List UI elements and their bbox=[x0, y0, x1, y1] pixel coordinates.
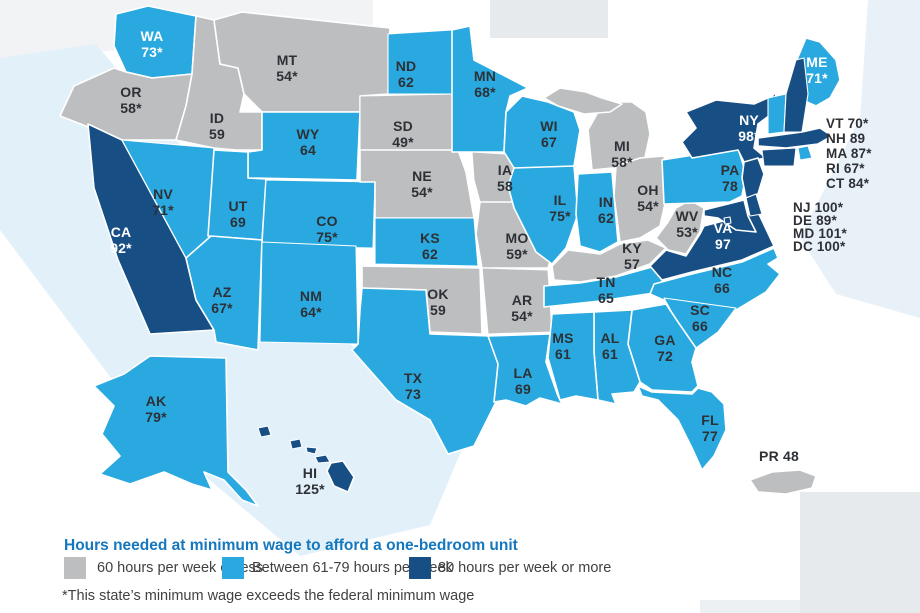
bg-top-center-block bbox=[490, 0, 608, 38]
state-oh bbox=[613, 155, 669, 243]
state-ct bbox=[761, 147, 797, 167]
state-nj bbox=[741, 157, 765, 199]
state-label-ky: KY 57 bbox=[622, 240, 642, 272]
state-label-ar: AR 54* bbox=[511, 292, 533, 324]
state-label-va: VA 97 bbox=[714, 220, 733, 252]
state-label-az: AZ 67* bbox=[211, 284, 233, 316]
state-hi-part1 bbox=[289, 438, 303, 450]
legend-title: Hours needed at minimum wage to afford a… bbox=[64, 537, 518, 554]
state-label-or: OR 58* bbox=[120, 84, 142, 116]
state-wi bbox=[503, 95, 581, 173]
state-mi-part1 bbox=[543, 87, 623, 115]
state-label-wy: WY 64 bbox=[297, 126, 320, 158]
state-label-oh: OH 54* bbox=[637, 182, 659, 214]
legend-swatch-gray bbox=[64, 557, 86, 579]
state-label-ok: OK 59 bbox=[427, 286, 448, 318]
bg-right-wedge bbox=[800, 0, 920, 318]
bg-bottom-right-block bbox=[800, 492, 920, 613]
state-label-ny: NY 98* bbox=[738, 112, 760, 144]
state-label-ms: MS 61 bbox=[552, 330, 573, 362]
state-la bbox=[487, 333, 563, 407]
state-ma bbox=[757, 127, 833, 149]
state-label-la: LA 69 bbox=[513, 365, 532, 397]
state-nh bbox=[783, 57, 809, 133]
state-label-ne: NE 54* bbox=[411, 168, 433, 200]
state-dc bbox=[723, 216, 732, 225]
map-footnote: *This state’s minimum wage exceeds the f… bbox=[62, 588, 475, 604]
state-label-al: AL 61 bbox=[600, 330, 619, 362]
state-label-tn: TN 65 bbox=[596, 274, 615, 306]
state-de bbox=[745, 193, 763, 217]
legend-swatch-light-blue bbox=[222, 557, 244, 579]
state-hi bbox=[257, 425, 272, 438]
state-label-ks: KS 62 bbox=[420, 230, 440, 262]
state-md bbox=[703, 199, 757, 233]
state-label-nv: NV 71* bbox=[152, 186, 174, 218]
state-label-hi: HI 125* bbox=[295, 465, 325, 497]
state-label-ca: CA 92* bbox=[110, 224, 132, 256]
state-ak bbox=[93, 355, 259, 507]
state-label-wv: WV 53* bbox=[676, 208, 699, 240]
state-ri bbox=[797, 145, 813, 161]
state-hi-part2 bbox=[305, 446, 318, 455]
legend-label-gray: 60 hours per week or less bbox=[97, 560, 264, 576]
state-label-mi: MI 58* bbox=[611, 138, 633, 170]
state-label-nd: ND 62 bbox=[396, 58, 417, 90]
legend-label-dark-blue: 80 hours per week or more bbox=[438, 560, 612, 576]
state-in bbox=[575, 171, 619, 253]
state-ks bbox=[374, 217, 479, 267]
state-label-ia: IA 58 bbox=[497, 162, 513, 194]
state-co bbox=[261, 179, 376, 249]
state-label-co: CO 75* bbox=[316, 213, 338, 245]
states-layer bbox=[59, 5, 841, 507]
state-label-sd: SD 49* bbox=[392, 118, 414, 150]
state-hi-part4 bbox=[326, 460, 355, 493]
labels-layer: WA 73* OR 58* CA 92* NV 71* ID 59 MT 54* WY 64 UT 69 CO 7… bbox=[110, 28, 872, 497]
state-vt bbox=[767, 93, 787, 135]
state-label-fl: FL 77 bbox=[701, 412, 719, 444]
state-label-ut: UT 69 bbox=[228, 198, 247, 230]
state-label-ak: AK 79* bbox=[145, 393, 167, 425]
state-label-wa: WA 73* bbox=[141, 28, 164, 60]
state-label-me: ME 71* bbox=[806, 54, 828, 86]
state-fl bbox=[637, 385, 727, 471]
legend-swatch-dark-blue bbox=[409, 557, 431, 579]
state-label-ga: GA 72 bbox=[654, 332, 675, 364]
state-ms bbox=[547, 311, 599, 401]
state-label-pa: PA 78 bbox=[721, 162, 740, 194]
state-label-nc: NC 66 bbox=[712, 264, 733, 296]
state-label-nm: NM 64* bbox=[300, 288, 322, 320]
side-labels-mid-atlantic: NJ 100* DE 89* MD 101* DC 100* bbox=[793, 200, 847, 254]
state-hi-part3 bbox=[314, 454, 331, 464]
state-ut bbox=[207, 149, 267, 241]
bg-bottom-strip bbox=[700, 600, 800, 613]
state-label-pr: PR 48 bbox=[759, 448, 799, 464]
state-label-il: IL 75* bbox=[549, 192, 571, 224]
state-label-mn: MN 68* bbox=[474, 68, 496, 100]
legend-label-light-blue: Between 61-79 hours per week bbox=[252, 560, 453, 576]
state-ny bbox=[681, 91, 777, 163]
state-label-in: IN 62 bbox=[598, 194, 614, 226]
state-label-mt: MT 54* bbox=[276, 52, 298, 84]
state-il bbox=[507, 165, 579, 265]
state-tx bbox=[351, 287, 501, 455]
state-label-sc: SC 66 bbox=[690, 302, 710, 334]
state-wv bbox=[655, 199, 705, 255]
side-labels-new-england: VT 70* NH 89 MA 87* RI 67* CT 84* bbox=[826, 116, 872, 191]
state-label-mo: MO 59* bbox=[506, 230, 529, 262]
state-label-wi: WI 67 bbox=[540, 118, 558, 150]
state-label-tx: TX 73 bbox=[404, 370, 423, 402]
state-mn bbox=[451, 25, 529, 153]
state-label-id: ID 59 bbox=[209, 110, 225, 142]
state-pr bbox=[749, 469, 817, 495]
